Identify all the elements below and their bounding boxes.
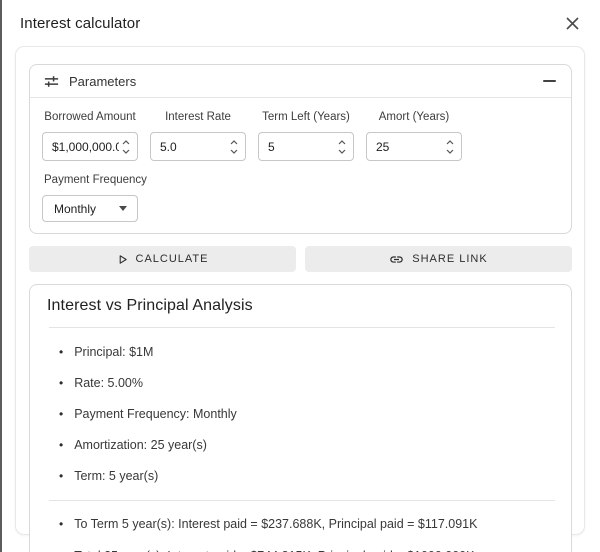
interest-rate-input[interactable] [150, 132, 246, 161]
actions-row: CALCULATE SHARE LINK [29, 246, 572, 272]
payment-frequency-label: Payment Frequency [44, 174, 147, 186]
amort-label: Amort (Years) [378, 111, 450, 123]
list-item: To Term 5 year(s): Interest paid = $237.… [59, 517, 555, 531]
analysis-divider [49, 327, 555, 328]
interest-rate-stepper [230, 139, 238, 154]
parameters-panel-header[interactable]: Parameters [30, 65, 571, 98]
analysis-panel: Interest vs Principal Analysis Principal… [29, 284, 572, 552]
chevron-up-icon[interactable] [122, 139, 130, 145]
caret-down-icon [119, 206, 127, 211]
dialog-header: Interest calculator [0, 0, 600, 33]
share-link-button[interactable]: SHARE LINK [305, 246, 572, 272]
dialog-title: Interest calculator [20, 15, 141, 32]
calculate-button-label: CALCULATE [135, 253, 209, 265]
term-left-value[interactable] [268, 139, 335, 154]
calculate-button[interactable]: CALCULATE [29, 246, 296, 272]
interest-rate-label: Interest Rate [165, 111, 231, 123]
close-icon[interactable] [563, 14, 582, 33]
chevron-down-icon[interactable] [338, 149, 346, 154]
parameters-panel-title: Parameters [69, 73, 137, 89]
list-item: Principal: $1M [59, 345, 555, 359]
payment-frequency-select[interactable]: Monthly [42, 195, 138, 222]
parameters-panel-body: Borrowed Amount Interest Rate [30, 98, 571, 233]
term-left-stepper [338, 139, 346, 154]
amort-value[interactable] [376, 139, 443, 154]
borrowed-amount-field: Borrowed Amount [42, 109, 138, 161]
minus-icon[interactable] [541, 76, 558, 86]
parameters-panel: Parameters Borrowed Amount [29, 64, 572, 234]
analysis-title: Interest vs Principal Analysis [47, 297, 253, 314]
amort-stepper [446, 139, 454, 154]
chevron-down-icon[interactable] [122, 149, 130, 154]
parameter-fields-row: Borrowed Amount Interest Rate [42, 109, 559, 161]
interest-rate-field: Interest Rate [150, 109, 246, 161]
amort-field: Amort (Years) [366, 109, 462, 161]
interest-rate-value[interactable] [160, 139, 227, 154]
list-item: Rate: 5.00% [59, 376, 555, 390]
amort-input[interactable] [366, 132, 462, 161]
borrowed-amount-stepper [122, 139, 130, 154]
share-link-button-label: SHARE LINK [412, 253, 488, 265]
payment-frequency-value: Monthly [54, 201, 97, 216]
analysis-summary-list: Principal: $1M Rate: 5.00% Payment Frequ… [47, 345, 555, 483]
chevron-down-icon[interactable] [230, 149, 238, 154]
background-page-edge [0, 0, 2, 552]
list-item: Total 25 year(s): Interest paid = $744.8… [59, 549, 555, 552]
calculator-body-card: Parameters Borrowed Amount [15, 46, 585, 552]
analysis-results-divider [49, 500, 555, 501]
play-outline-icon [117, 254, 128, 265]
list-item: Amortization: 25 year(s) [59, 438, 555, 452]
borrowed-amount-input[interactable] [42, 132, 138, 161]
chevron-up-icon[interactable] [446, 139, 454, 145]
list-item: Term: 5 year(s) [59, 469, 555, 483]
link-icon [389, 252, 404, 267]
analysis-results-list: To Term 5 year(s): Interest paid = $237.… [47, 517, 555, 552]
borrowed-amount-label: Borrowed Amount [44, 111, 136, 123]
term-left-field: Term Left (Years) [258, 109, 354, 161]
chevron-up-icon[interactable] [338, 139, 346, 145]
chevron-up-icon[interactable] [230, 139, 238, 145]
tune-icon [43, 73, 60, 90]
chevron-down-icon[interactable] [446, 149, 454, 154]
list-item: Payment Frequency: Monthly [59, 407, 555, 421]
borrowed-amount-value[interactable] [52, 139, 119, 154]
term-left-label: Term Left (Years) [262, 111, 350, 123]
term-left-input[interactable] [258, 132, 354, 161]
